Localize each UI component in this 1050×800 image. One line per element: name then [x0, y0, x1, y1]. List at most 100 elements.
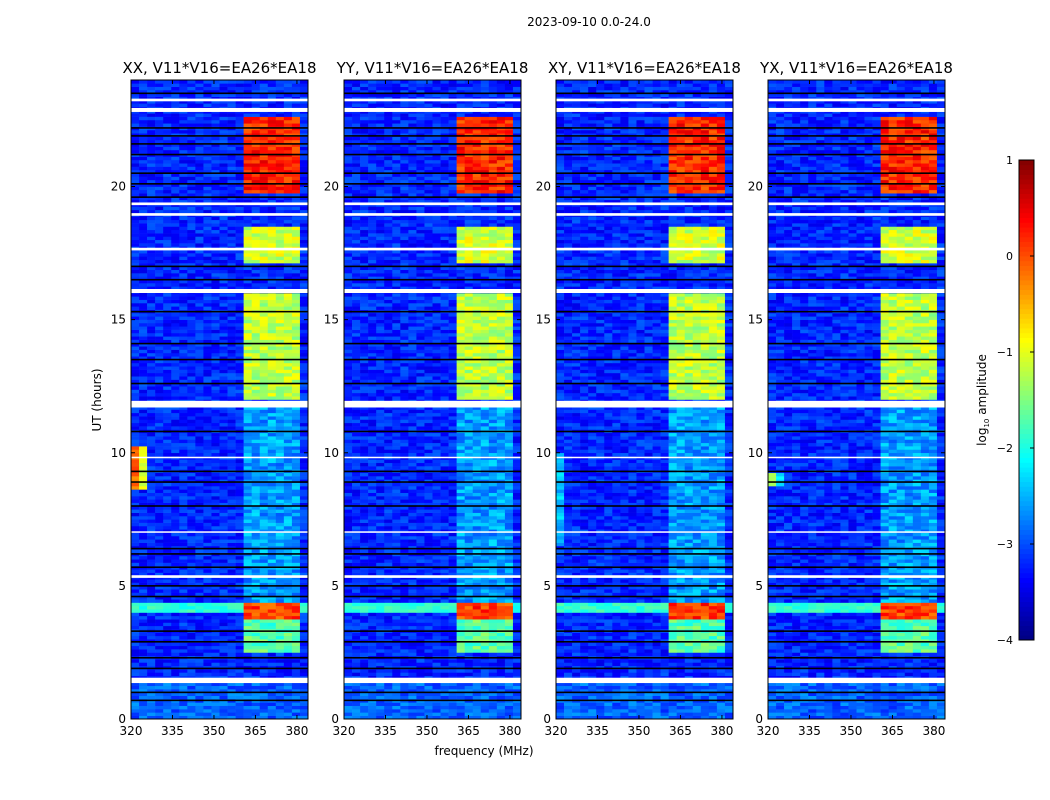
- heatmap-cell: [251, 702, 261, 706]
- heatmap-cell: [211, 459, 220, 464]
- heatmap-cell: [227, 509, 236, 513]
- heatmap-cell: [211, 329, 220, 334]
- heatmap-cell: [291, 695, 301, 700]
- heatmap-cell: [299, 562, 309, 567]
- heatmap-cell: [235, 359, 244, 364]
- heatmap-cell: [360, 702, 369, 706]
- heatmap-cell: [179, 372, 188, 377]
- heatmap-cell: [171, 492, 180, 497]
- heatmap-cell: [219, 319, 228, 324]
- heatmap-cell: [283, 702, 293, 706]
- heatmap-cell: [187, 93, 196, 97]
- heatmap-cell: [179, 432, 188, 437]
- heatmap-cell: [440, 659, 449, 663]
- heatmap-cell: [352, 685, 361, 690]
- heatmap-cell: [291, 113, 301, 117]
- heatmap-cell: [171, 559, 180, 563]
- heatmap-cell: [243, 123, 252, 127]
- heatmap-cell: [187, 562, 196, 567]
- heatmap-cell: [267, 642, 277, 647]
- heatmap-cell: [219, 359, 228, 364]
- heatmap-cell: [139, 692, 148, 697]
- heatmap-cell: [139, 179, 148, 184]
- heatmap-cell: [155, 99, 164, 104]
- heatmap-cell: [139, 86, 148, 91]
- heatmap-cell: [171, 96, 180, 101]
- heatmap-cell: [432, 632, 441, 637]
- heatmap-cell: [139, 599, 148, 603]
- heatmap-cell: [283, 249, 293, 254]
- heatmap-cell: [147, 406, 156, 410]
- heatmap-cell: [227, 362, 236, 367]
- heatmap-cell: [187, 592, 196, 597]
- heatmap-cell: [504, 642, 514, 647]
- heatmap-cell: [488, 642, 498, 647]
- heatmap-cell: [251, 372, 261, 377]
- heatmap-cell: [131, 599, 140, 603]
- heatmap-cell: [291, 352, 301, 357]
- heatmap-cell: [131, 356, 140, 360]
- heatmap-cell: [203, 712, 212, 716]
- heatmap-cell: [299, 286, 309, 290]
- heatmap-cell: [368, 715, 377, 720]
- heatmap-cell: [368, 642, 377, 647]
- heatmap-cell: [299, 595, 309, 600]
- heatmap-cell: [243, 665, 252, 670]
- heatmap-cell: [291, 502, 301, 507]
- heatmap-cell: [275, 506, 285, 510]
- heatmap-cell: [464, 692, 474, 697]
- heatmap-cell: [456, 619, 465, 623]
- heatmap-cell: [139, 99, 148, 104]
- heatmap-cell: [267, 196, 277, 201]
- heatmap-cell: [227, 659, 236, 663]
- heatmap-cell: [259, 652, 269, 657]
- heatmap-cell: [219, 472, 228, 477]
- heatmap-cell: [291, 263, 301, 267]
- heatmap-cell: [147, 186, 156, 191]
- heatmap-cell: [432, 635, 441, 640]
- heatmap-cell: [163, 545, 172, 550]
- heatmap-cell: [139, 159, 148, 164]
- heatmap-cell: [291, 472, 301, 477]
- heatmap-cell: [259, 462, 269, 467]
- heatmap-cell: [179, 89, 188, 94]
- heatmap-cell: [259, 163, 269, 167]
- heatmap-cell: [291, 319, 301, 324]
- heatmap-cell: [179, 486, 188, 490]
- heatmap-cell: [147, 652, 156, 657]
- heatmap-cell: [219, 236, 228, 241]
- heatmap-cell: [235, 499, 244, 503]
- heatmap-cell: [203, 632, 212, 637]
- heatmap-cell: [243, 542, 252, 547]
- heatmap-cell: [187, 635, 196, 640]
- heatmap-cell: [211, 589, 220, 593]
- heatmap-cell: [203, 639, 212, 643]
- heatmap-cell: [283, 652, 293, 657]
- heatmap-cell: [275, 199, 285, 204]
- heatmap-cell: [139, 199, 148, 204]
- heatmap-cell: [275, 179, 285, 184]
- heatmap-cell: [171, 479, 180, 484]
- heatmap-cell: [155, 569, 164, 573]
- heatmap-cell: [131, 622, 140, 627]
- heatmap-cell: [211, 695, 220, 700]
- heatmap-cell: [155, 449, 164, 454]
- heatmap-cell: [219, 322, 228, 327]
- heatmap-cell: [291, 406, 301, 410]
- heatmap-cell: [376, 645, 385, 650]
- heatmap-cell: [155, 316, 164, 320]
- heatmap-cell: [211, 349, 220, 354]
- heatmap-cell: [432, 649, 441, 653]
- heatmap-cell: [211, 249, 220, 254]
- heatmap-cell: [480, 705, 490, 710]
- heatmap-cell: [147, 416, 156, 420]
- heatmap-cell: [139, 149, 148, 154]
- heatmap-cell: [131, 449, 140, 454]
- heatmap-cell: [139, 266, 148, 271]
- heatmap-cell: [203, 93, 212, 97]
- heatmap-cell: [235, 619, 244, 623]
- heatmap-cell: [368, 632, 377, 637]
- heatmap-cell: [163, 239, 172, 244]
- heatmap-cell: [195, 672, 204, 677]
- heatmap-cell: [275, 615, 285, 620]
